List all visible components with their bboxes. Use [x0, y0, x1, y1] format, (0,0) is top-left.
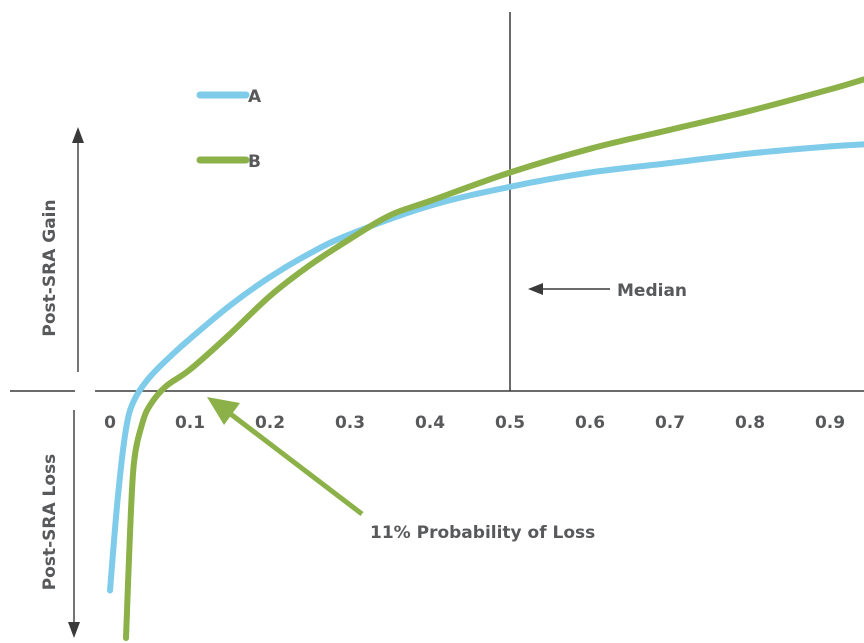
- series-layer: [107, 76, 864, 641]
- loss-probability-annotation: 11% Probability of Loss: [207, 397, 595, 543]
- median-label: Median: [617, 281, 687, 301]
- x-tick-label: 0.3: [335, 413, 365, 433]
- x-tick-label: 0.5: [495, 413, 525, 433]
- axes: Post-SRA Gain Post-SRA Loss: [10, 127, 864, 638]
- legend-label-b: B: [248, 152, 261, 172]
- x-tick-label: 0: [104, 413, 116, 433]
- median-annotation: Median: [509, 12, 687, 391]
- x-tick-label: 0.8: [735, 413, 765, 433]
- x-tick-label: 0.6: [575, 413, 605, 433]
- legend-label-a: A: [248, 87, 262, 107]
- x-tick-labels: 0 0.1 0.2 0.3 0.4 0.5 0.6 0.7 0.8 0.9: [104, 413, 845, 433]
- y-axis-loss-arrowhead: [68, 622, 80, 638]
- loss-arrowhead: [207, 397, 240, 425]
- y-axis-loss-title: Post-SRA Loss: [40, 454, 60, 591]
- series-line-b: [123, 76, 864, 641]
- legend: A B: [196, 87, 262, 172]
- x-tick-label: 0.9: [815, 413, 845, 433]
- y-axis-gain-title: Post-SRA Gain: [40, 199, 60, 336]
- x-tick-label: 0.1: [175, 413, 205, 433]
- loss-arrow: [226, 410, 364, 516]
- x-tick-label: 0.7: [655, 413, 685, 433]
- series-line-a: [107, 141, 864, 594]
- loss-probability-label: 11% Probability of Loss: [370, 523, 595, 543]
- x-tick-label: 0.4: [415, 413, 445, 433]
- median-arrowhead: [528, 283, 543, 295]
- y-axis-gain-arrowhead: [72, 127, 84, 143]
- x-tick-label: 0.2: [255, 413, 285, 433]
